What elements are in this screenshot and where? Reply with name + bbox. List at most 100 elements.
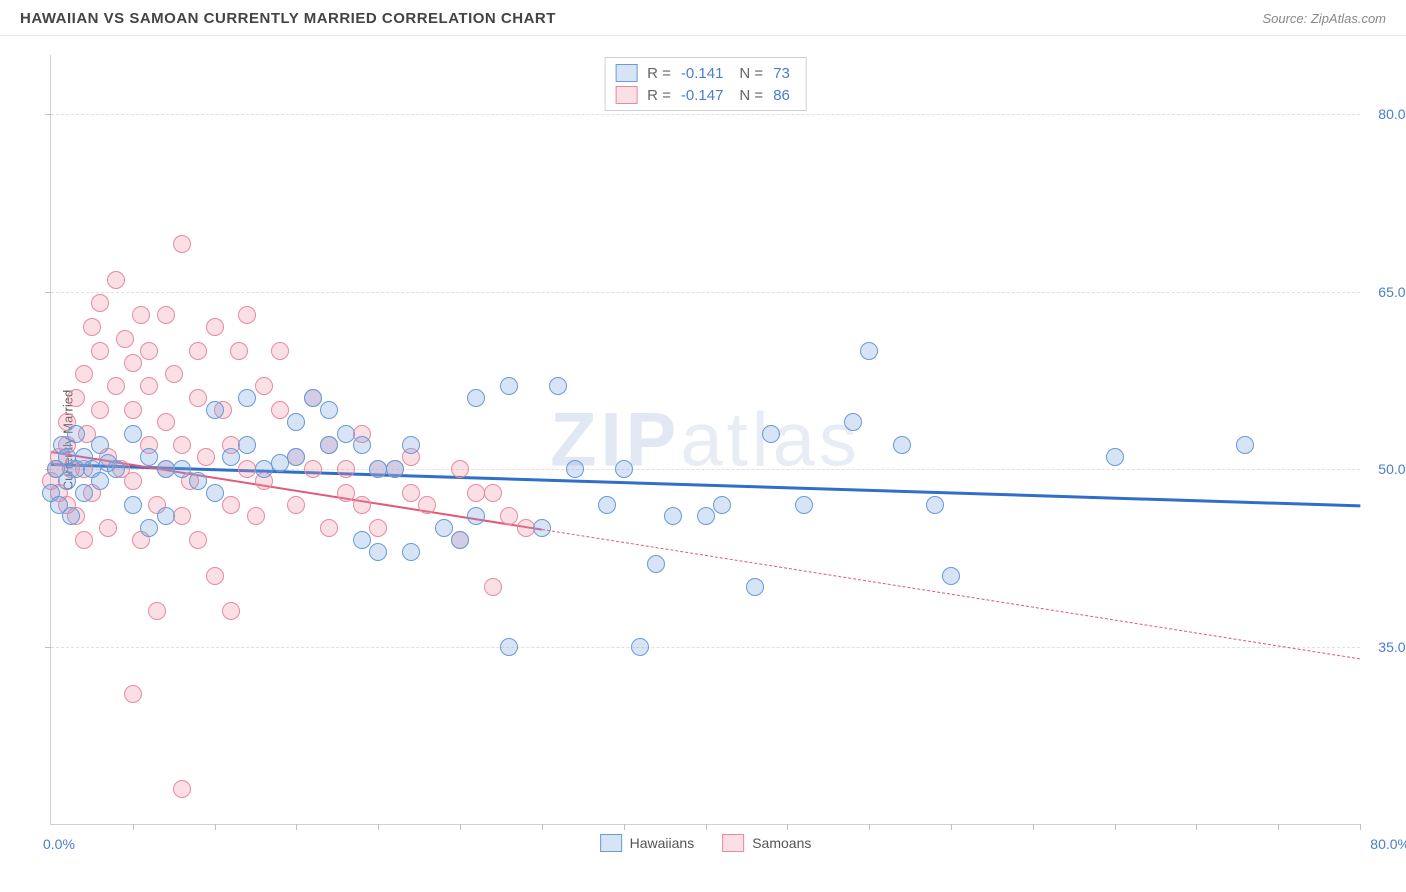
data-point — [287, 448, 305, 466]
data-point — [1106, 448, 1124, 466]
data-point — [467, 389, 485, 407]
data-point — [189, 342, 207, 360]
data-point — [549, 377, 567, 395]
x-tick — [787, 824, 788, 830]
y-tick-label: 80.0% — [1378, 106, 1406, 122]
data-point — [238, 389, 256, 407]
n-label: N = — [739, 65, 763, 82]
data-point — [287, 496, 305, 514]
data-point — [418, 496, 436, 514]
data-point — [222, 496, 240, 514]
data-point — [140, 377, 158, 395]
x-tick — [624, 824, 625, 830]
data-point — [762, 425, 780, 443]
data-point — [247, 507, 265, 525]
data-point — [353, 436, 371, 454]
data-point — [320, 519, 338, 537]
x-tick — [1033, 824, 1034, 830]
data-point — [62, 507, 80, 525]
data-point — [157, 460, 175, 478]
data-point — [287, 413, 305, 431]
y-tick-label: 35.0% — [1378, 639, 1406, 655]
data-point — [844, 413, 862, 431]
x-tick — [706, 824, 707, 830]
gridline — [51, 647, 1360, 648]
data-point — [140, 448, 158, 466]
data-point — [116, 330, 134, 348]
data-point — [615, 460, 633, 478]
data-point — [533, 519, 551, 537]
data-point — [75, 531, 93, 549]
bottom-legend: Hawaiians Samoans — [600, 834, 812, 852]
data-point — [500, 638, 518, 656]
header: HAWAIIAN VS SAMOAN CURRENTLY MARRIED COR… — [0, 0, 1406, 36]
data-point — [697, 507, 715, 525]
data-point — [197, 448, 215, 466]
data-point — [107, 377, 125, 395]
data-point — [893, 436, 911, 454]
n-label: N = — [739, 87, 763, 104]
data-point — [238, 460, 256, 478]
x-tick — [542, 824, 543, 830]
data-point — [140, 519, 158, 537]
x-max-label: 80.0% — [1370, 836, 1406, 852]
data-point — [222, 602, 240, 620]
data-point — [222, 448, 240, 466]
x-min-label: 0.0% — [43, 836, 75, 852]
data-point — [173, 460, 191, 478]
data-point — [173, 507, 191, 525]
data-point — [369, 460, 387, 478]
stats-row-samoans: R = -0.147 N = 86 — [615, 84, 796, 106]
data-point — [271, 401, 289, 419]
data-point — [157, 413, 175, 431]
x-tick — [296, 824, 297, 830]
data-point — [304, 389, 322, 407]
data-point — [402, 436, 420, 454]
data-point — [148, 602, 166, 620]
data-point — [451, 531, 469, 549]
data-point — [1236, 436, 1254, 454]
data-point — [124, 685, 142, 703]
data-point — [598, 496, 616, 514]
chart: Currently Married ZIPatlas R = -0.141 N … — [50, 55, 1380, 825]
x-tick — [1115, 824, 1116, 830]
data-point — [631, 638, 649, 656]
data-point — [140, 342, 158, 360]
data-point — [91, 436, 109, 454]
data-point — [91, 472, 109, 490]
data-point — [173, 235, 191, 253]
legend-label: Samoans — [752, 835, 811, 851]
swatch-hawaiians — [615, 64, 637, 82]
data-point — [337, 460, 355, 478]
data-point — [271, 342, 289, 360]
data-point — [304, 460, 322, 478]
data-point — [369, 519, 387, 537]
data-point — [353, 531, 371, 549]
data-point — [173, 780, 191, 798]
x-tick — [1196, 824, 1197, 830]
data-point — [942, 567, 960, 585]
data-point — [320, 401, 338, 419]
data-point — [402, 543, 420, 561]
data-point — [189, 389, 207, 407]
data-point — [75, 365, 93, 383]
source-label: Source: ZipAtlas.com — [1262, 11, 1386, 26]
data-point — [484, 484, 502, 502]
chart-title: HAWAIIAN VS SAMOAN CURRENTLY MARRIED COR… — [20, 10, 556, 27]
data-point — [860, 342, 878, 360]
x-tick — [1360, 824, 1361, 830]
data-point — [206, 567, 224, 585]
data-point — [713, 496, 731, 514]
data-point — [386, 460, 404, 478]
data-point — [255, 377, 273, 395]
x-tick — [378, 824, 379, 830]
data-point — [467, 484, 485, 502]
legend-item-hawaiians: Hawaiians — [600, 834, 695, 852]
data-point — [795, 496, 813, 514]
data-point — [337, 425, 355, 443]
data-point — [157, 306, 175, 324]
data-point — [91, 342, 109, 360]
data-point — [165, 365, 183, 383]
data-point — [124, 401, 142, 419]
data-point — [320, 436, 338, 454]
